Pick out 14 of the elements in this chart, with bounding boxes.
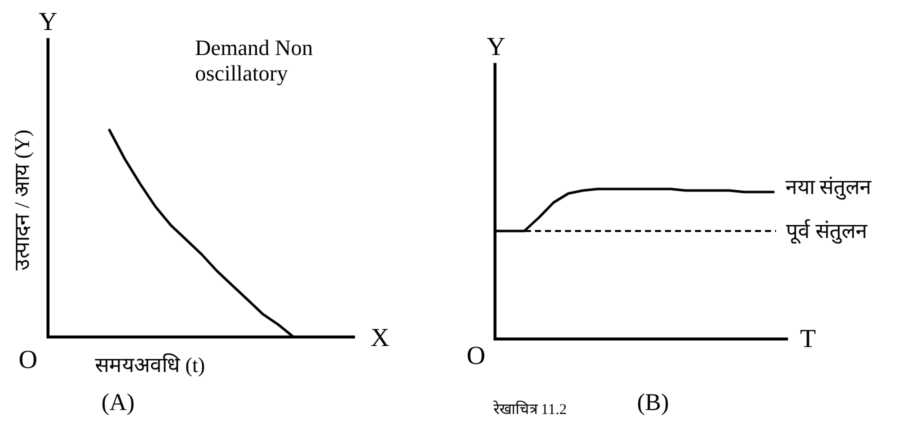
series-label: नया संतुलन <box>785 175 872 200</box>
x-axis-title: समयअवधि (t) <box>94 353 206 377</box>
text: O <box>18 345 38 374</box>
text: Y <box>486 32 506 61</box>
y-axis-title: उत्पादन / आय (Y) <box>10 130 34 270</box>
text: O <box>466 341 486 370</box>
text: Y <box>38 7 58 36</box>
text: T <box>800 324 816 353</box>
text: रेखाचित्र 11.2 <box>492 400 567 418</box>
text: (A) <box>101 390 135 416</box>
text: X <box>370 323 390 352</box>
text: (B) <box>637 390 669 416</box>
text: Demand Non oscillatory <box>195 35 313 86</box>
ref-line-label: पूर्व संतुलन <box>786 219 868 244</box>
